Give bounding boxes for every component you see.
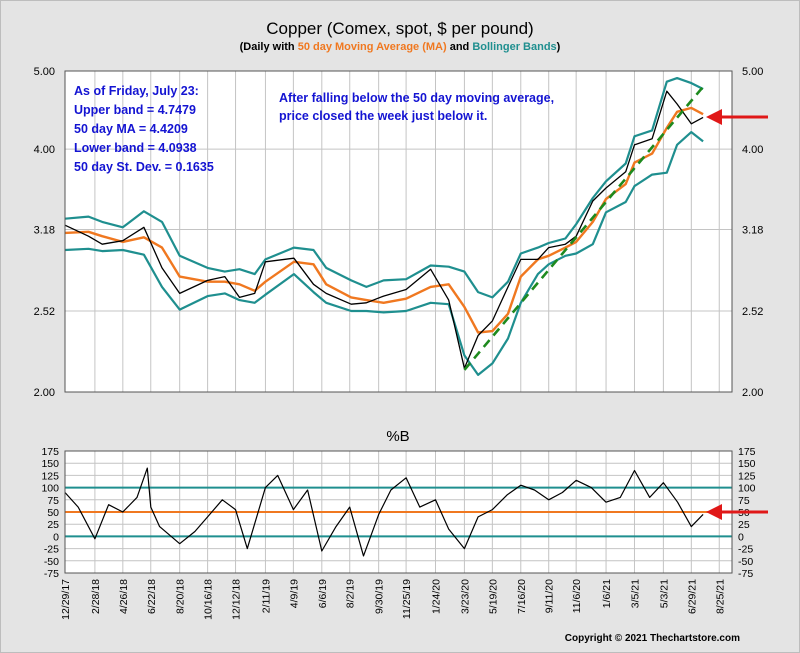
pctb-y-tick-left: 75 xyxy=(47,495,59,507)
price-y-tick-right: 2.52 xyxy=(742,306,763,318)
x-ticks: 12/29/17 2/28/18 4/26/18 6/22/18 8/20/18 10/1… xyxy=(60,579,726,620)
pctb-title: %B xyxy=(386,428,409,445)
x-tick-label: 8/25/21 xyxy=(714,579,726,614)
upper-band-line xyxy=(65,76,704,299)
pctb-y-tick-left: 150 xyxy=(41,458,59,470)
pctb-panel: -75-75-50-50-25-250025255050757510010012… xyxy=(41,446,755,620)
x-tick-label: 5/19/20 xyxy=(487,579,499,614)
price-y-tick-left: 3.18 xyxy=(34,225,55,237)
pctb-y-tick-left: -75 xyxy=(44,568,59,580)
pctb-y-tick-right: 0 xyxy=(738,531,744,543)
moving-average-line xyxy=(65,106,704,334)
x-tick-label: 2/11/19 xyxy=(260,579,272,613)
price-y-tick-right: 4.00 xyxy=(742,144,763,156)
price-y-tick-left: 2.52 xyxy=(34,306,55,318)
subtitle-bb: Bollinger Bands xyxy=(472,41,556,53)
pctb-y-tick-right: 150 xyxy=(738,458,756,470)
x-tick-label: 3/23/20 xyxy=(459,579,471,614)
price-series xyxy=(65,76,705,376)
note-line: After falling below the 50 day moving av… xyxy=(279,91,554,105)
x-tick-label: 12/29/17 xyxy=(60,579,72,620)
pctb-y-tick-left: 125 xyxy=(41,470,59,482)
subtitle-mid: and xyxy=(447,41,473,53)
chart-title: Copper (Comex, spot, $ per pound) xyxy=(266,19,533,38)
pctb-y-ticks: -75-75-50-50-25-250025255050757510010012… xyxy=(41,446,755,580)
arrow-icon xyxy=(706,504,768,520)
x-tick-label: 1/6/21 xyxy=(601,579,613,608)
x-tick-label: 6/22/18 xyxy=(146,579,158,614)
price-y-tick-left: 4.00 xyxy=(34,144,55,156)
pctb-y-tick-right: 125 xyxy=(738,470,756,482)
pctb-y-tick-left: 100 xyxy=(41,483,59,495)
pctb-gridlines xyxy=(64,450,732,574)
price-y-ticks: 2.00 2.00 2.52 2.52 3.18 3.18 4.00 4.00 5.00 5.00 xyxy=(34,66,764,399)
pctb-y-tick-left: -25 xyxy=(44,544,59,556)
x-tick-label: 4/26/18 xyxy=(118,579,130,614)
price-plot-area xyxy=(65,71,732,392)
info-line: Upper band = 4.7479 xyxy=(74,103,196,117)
pctb-y-tick-right: 75 xyxy=(738,495,750,507)
x-tick-label: 12/12/18 xyxy=(231,579,243,620)
pctb-y-tick-left: 50 xyxy=(47,507,59,519)
note-line: price closed the week just below it. xyxy=(279,109,487,123)
price-y-tick-left: 2.00 xyxy=(34,387,55,399)
pctb-series xyxy=(65,467,704,557)
pctb-y-tick-left: -50 xyxy=(44,556,59,568)
price-y-tick-right: 2.00 xyxy=(742,387,763,399)
x-tick-label: 2/28/18 xyxy=(90,579,102,614)
price-line xyxy=(65,90,704,369)
pctb-y-tick-right: 100 xyxy=(738,483,756,495)
subtitle-pre: (Daily with xyxy=(240,41,298,53)
x-tick-label: 3/5/21 xyxy=(630,579,642,608)
lower-band-line xyxy=(65,131,704,376)
subtitle-ma: 50 day Moving Average (MA) xyxy=(298,41,447,53)
note: After falling below the 50 day moving av… xyxy=(279,91,554,123)
info-box: As of Friday, July 23: Upper band = 4.74… xyxy=(74,84,214,174)
price-y-tick-right: 5.00 xyxy=(742,66,763,78)
price-y-tick-left: 5.00 xyxy=(34,66,55,78)
x-tick-label: 9/11/20 xyxy=(544,579,556,613)
x-tick-label: 8/20/18 xyxy=(175,579,187,614)
pctb-y-tick-left: 175 xyxy=(41,446,59,458)
info-line: As of Friday, July 23: xyxy=(74,84,199,98)
info-line: 50 day St. Dev. = 0.1635 xyxy=(74,160,214,174)
pctb-y-tick-right: -50 xyxy=(738,556,753,568)
x-tick-label: 4/9/19 xyxy=(288,579,300,608)
x-tick-label: 11/6/20 xyxy=(571,579,583,613)
pctb-line xyxy=(65,467,704,557)
price-y-tick-right: 3.18 xyxy=(742,225,763,237)
x-tick-label: 11/25/19 xyxy=(401,579,413,619)
x-tick-label: 7/16/20 xyxy=(516,579,528,614)
subtitle-post: ) xyxy=(557,41,561,53)
x-tick-label: 1/24/20 xyxy=(431,579,443,614)
info-line: Lower band = 4.0938 xyxy=(74,141,197,155)
trend-line xyxy=(463,85,705,371)
pctb-y-tick-right: -25 xyxy=(738,544,753,556)
pctb-y-tick-right: -75 xyxy=(738,568,753,580)
copyright: Copyright © 2021 Thechartstore.com xyxy=(565,633,740,644)
info-line: 50 day MA = 4.4209 xyxy=(74,122,188,136)
pctb-y-tick-left: 25 xyxy=(47,519,59,531)
pctb-y-tick-right: 175 xyxy=(738,446,756,458)
x-tick-label: 9/30/19 xyxy=(374,579,386,614)
pctb-y-tick-left: 0 xyxy=(53,531,59,543)
pctb-y-tick-right: 25 xyxy=(738,519,750,531)
x-tick-label: 8/2/19 xyxy=(345,579,357,608)
x-tick-label: 10/16/18 xyxy=(203,579,215,620)
x-tick-label: 6/29/21 xyxy=(686,579,698,614)
x-tick-label: 6/6/19 xyxy=(317,579,329,608)
x-tick-label: 5/3/21 xyxy=(658,579,670,608)
arrow-icon xyxy=(706,109,768,125)
chart-subtitle: (Daily with 50 day Moving Average (MA) a… xyxy=(240,41,561,53)
price-panel: 2.00 2.00 2.52 2.52 3.18 3.18 4.00 4.00 5.00 5.00 xyxy=(34,66,764,399)
price-plot-border xyxy=(64,70,733,393)
